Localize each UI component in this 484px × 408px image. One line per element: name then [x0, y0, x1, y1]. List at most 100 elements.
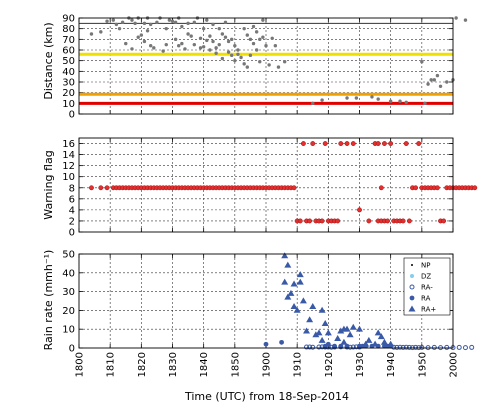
- data-point: [217, 42, 221, 47]
- data-point: [211, 39, 215, 44]
- data-point: [104, 185, 110, 191]
- data-point-ra-plus: [284, 261, 292, 268]
- data-point: [354, 96, 359, 100]
- data-point-ra-plus: [318, 336, 326, 343]
- data-point: [211, 22, 215, 27]
- data-point-ra-plus: [290, 303, 298, 310]
- data-point-ra-plus: [380, 338, 388, 345]
- data-point: [435, 73, 440, 78]
- data-point: [398, 99, 402, 103]
- legend-label: RA-: [421, 284, 433, 292]
- data-point: [403, 141, 409, 146]
- data-point: [201, 45, 206, 49]
- data-point: [388, 141, 394, 146]
- data-point: [236, 48, 240, 52]
- x-tick-label: 1940: [386, 352, 397, 377]
- y-tick-label: 6: [69, 194, 75, 205]
- y-tick-label: 40: [62, 268, 75, 279]
- data-point-ra-minus: [344, 344, 350, 350]
- data-point-ra-minus: [397, 344, 403, 350]
- y-tick-label: 0: [69, 344, 75, 355]
- data-point: [245, 33, 249, 37]
- y-tick-label: 2: [69, 216, 75, 227]
- data-point: [186, 21, 190, 26]
- legend-label: DZ: [421, 273, 431, 281]
- data-point-ra-minus: [394, 344, 400, 350]
- data-point-ra-plus: [343, 325, 351, 332]
- data-point-ra-plus: [303, 327, 311, 334]
- data-point: [242, 62, 246, 66]
- plot-area: [79, 138, 453, 232]
- data-point: [230, 53, 234, 58]
- data-point: [242, 26, 246, 31]
- y-tick-label: 12: [62, 161, 75, 172]
- y-tick-label: 10: [62, 99, 75, 110]
- data-point-ra-plus: [377, 333, 385, 340]
- data-point: [114, 22, 119, 27]
- y-tick-label: 60: [62, 46, 75, 57]
- data-point: [208, 34, 212, 38]
- data-point: [130, 47, 134, 51]
- data-point: [261, 18, 265, 22]
- data-point: [230, 37, 234, 42]
- data-point: [198, 36, 203, 40]
- data-point-ra-plus: [296, 271, 304, 278]
- data-point: [145, 29, 150, 33]
- data-point: [117, 26, 122, 31]
- data-point: [258, 60, 262, 64]
- data-point: [441, 218, 447, 224]
- data-point: [89, 32, 94, 36]
- legend-box: [403, 257, 451, 316]
- data-point-ra-minus: [413, 344, 419, 350]
- data-point-ra-minus: [347, 344, 353, 350]
- data-point: [130, 18, 134, 22]
- data-point-ra-plus: [334, 335, 342, 341]
- data-point: [217, 26, 221, 31]
- data-point-ra-plus: [356, 325, 363, 332]
- data-point: [167, 18, 172, 22]
- data-point-ra-minus: [431, 344, 437, 350]
- data-point-ra-plus: [281, 278, 289, 285]
- data-point: [319, 218, 325, 224]
- data-point: [155, 20, 159, 24]
- y-tick-label: 50: [62, 56, 75, 67]
- data-point-ra-plus: [312, 331, 320, 338]
- data-point: [350, 141, 356, 146]
- data-point: [189, 34, 193, 38]
- data-point: [270, 36, 274, 40]
- data-point: [472, 185, 478, 191]
- data-point: [164, 26, 168, 31]
- data-point: [223, 20, 228, 24]
- data-point-ra-minus: [350, 344, 356, 350]
- plot-frame: [78, 137, 454, 233]
- data-point-ra-minus: [332, 344, 338, 350]
- data-point-ra-minus: [316, 344, 322, 350]
- data-point-ra-minus: [353, 344, 359, 350]
- data-point: [404, 100, 408, 104]
- data-point: [164, 42, 168, 47]
- y-tick-label: 4: [69, 205, 75, 216]
- data-point: [400, 218, 406, 224]
- data-point: [416, 141, 422, 146]
- plot-frame: [78, 253, 454, 349]
- data-point: [120, 20, 125, 24]
- legend-marker-ra-plus: [408, 305, 416, 312]
- data-point: [463, 18, 468, 22]
- data-point: [426, 82, 430, 86]
- data-point: [335, 218, 341, 224]
- data-point-ra-plus: [299, 297, 307, 304]
- legend-marker-dz: [410, 274, 414, 278]
- data-point: [89, 185, 94, 191]
- data-point-ra-plus: [318, 306, 326, 313]
- data-point: [267, 63, 271, 67]
- data-point: [233, 58, 237, 63]
- data-point: [205, 38, 209, 43]
- data-point: [111, 18, 115, 22]
- y-tick-label: 20: [62, 306, 75, 317]
- data-point: [423, 101, 427, 106]
- data-point-ra-plus: [287, 289, 295, 296]
- data-point-ra-minus: [462, 345, 468, 351]
- data-point: [385, 218, 390, 224]
- data-point: [220, 56, 225, 61]
- data-point: [99, 30, 103, 34]
